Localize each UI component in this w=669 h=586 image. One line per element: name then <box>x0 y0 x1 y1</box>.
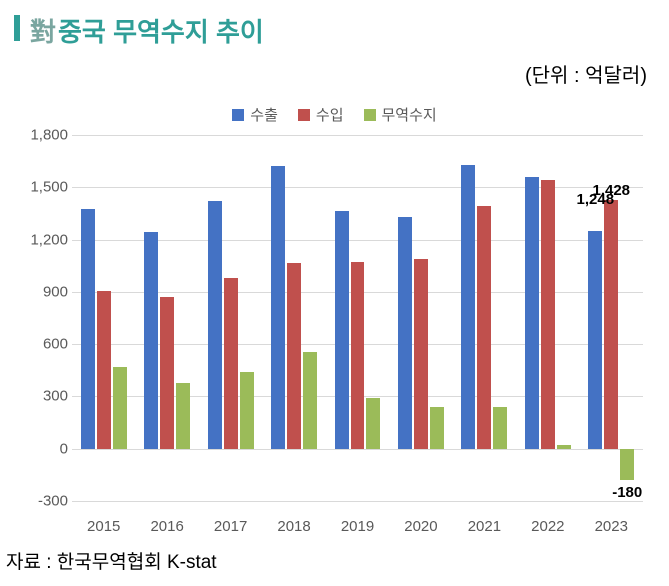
title-accent-bar <box>14 15 20 41</box>
bar-exports <box>461 165 475 449</box>
y-axis-tick-label: 0 <box>12 440 68 457</box>
x-axis-tick-label: 2021 <box>468 518 501 535</box>
legend-label: 수출 <box>250 104 278 125</box>
bar-balance <box>303 352 317 449</box>
bar-exports <box>208 201 222 449</box>
chart-area: -30003006009001,2001,5001,80020152016201… <box>12 135 649 535</box>
bar-imports <box>541 180 555 448</box>
y-axis-tick-label: 1,800 <box>12 127 68 144</box>
legend-item: 무역수지 <box>364 104 437 125</box>
bar-exports <box>525 177 539 449</box>
x-axis-tick-label: 2017 <box>214 518 247 535</box>
title-hanja: 對 <box>30 12 56 49</box>
data-label: -180 <box>612 484 642 501</box>
y-axis-tick-label: -300 <box>12 493 68 510</box>
y-axis-tick-label: 1,500 <box>12 179 68 196</box>
y-axis-tick-label: 300 <box>12 388 68 405</box>
legend-swatch <box>364 109 376 121</box>
legend-item: 수입 <box>298 104 344 125</box>
legend-label: 수입 <box>316 104 344 125</box>
bar-imports <box>477 206 491 448</box>
x-axis-tick-label: 2023 <box>595 518 628 535</box>
x-axis-tick-label: 2016 <box>150 518 183 535</box>
bar-imports <box>287 263 301 449</box>
bar-balance <box>430 407 444 449</box>
legend-swatch <box>232 109 244 121</box>
bar-imports <box>351 262 365 449</box>
bar-balance <box>176 383 190 448</box>
bar-imports <box>414 259 428 449</box>
gridline <box>72 135 643 136</box>
source-label: 자료 : 한국무역협회 K-stat <box>0 547 669 574</box>
gridline <box>72 501 643 502</box>
chart-legend: 수출 수입 무역수지 <box>0 104 669 125</box>
bar-balance <box>113 367 127 449</box>
legend-item: 수출 <box>232 104 278 125</box>
data-label: 1,428 <box>592 182 630 199</box>
bar-balance <box>620 449 634 480</box>
bar-imports <box>97 291 111 448</box>
unit-label: (단위 : 억달러) <box>0 59 669 88</box>
bar-imports <box>160 297 174 449</box>
chart-title-row: 對 중국 무역수지 추이 <box>0 0 669 53</box>
x-axis-tick-label: 2019 <box>341 518 374 535</box>
bar-balance <box>366 398 380 449</box>
gridline <box>72 449 643 450</box>
bar-balance <box>493 407 507 449</box>
bar-exports <box>588 231 602 449</box>
y-axis-tick-label: 600 <box>12 336 68 353</box>
bar-exports <box>335 211 349 448</box>
bar-exports <box>398 217 412 449</box>
title-text: 중국 무역수지 추이 <box>58 12 264 49</box>
x-axis-tick-label: 2022 <box>531 518 564 535</box>
y-axis-tick-label: 1,200 <box>12 231 68 248</box>
bar-exports <box>144 232 158 449</box>
legend-swatch <box>298 109 310 121</box>
x-axis-tick-label: 2018 <box>277 518 310 535</box>
bar-imports <box>224 278 238 449</box>
x-axis-tick-label: 2020 <box>404 518 437 535</box>
y-axis-tick-label: 900 <box>12 283 68 300</box>
bar-imports <box>604 200 618 449</box>
bar-balance <box>557 445 571 448</box>
bar-exports <box>81 209 95 448</box>
bar-exports <box>271 166 285 448</box>
legend-label: 무역수지 <box>382 104 437 125</box>
x-axis-tick-label: 2015 <box>87 518 120 535</box>
gridline <box>72 187 643 188</box>
bar-balance <box>240 372 254 449</box>
